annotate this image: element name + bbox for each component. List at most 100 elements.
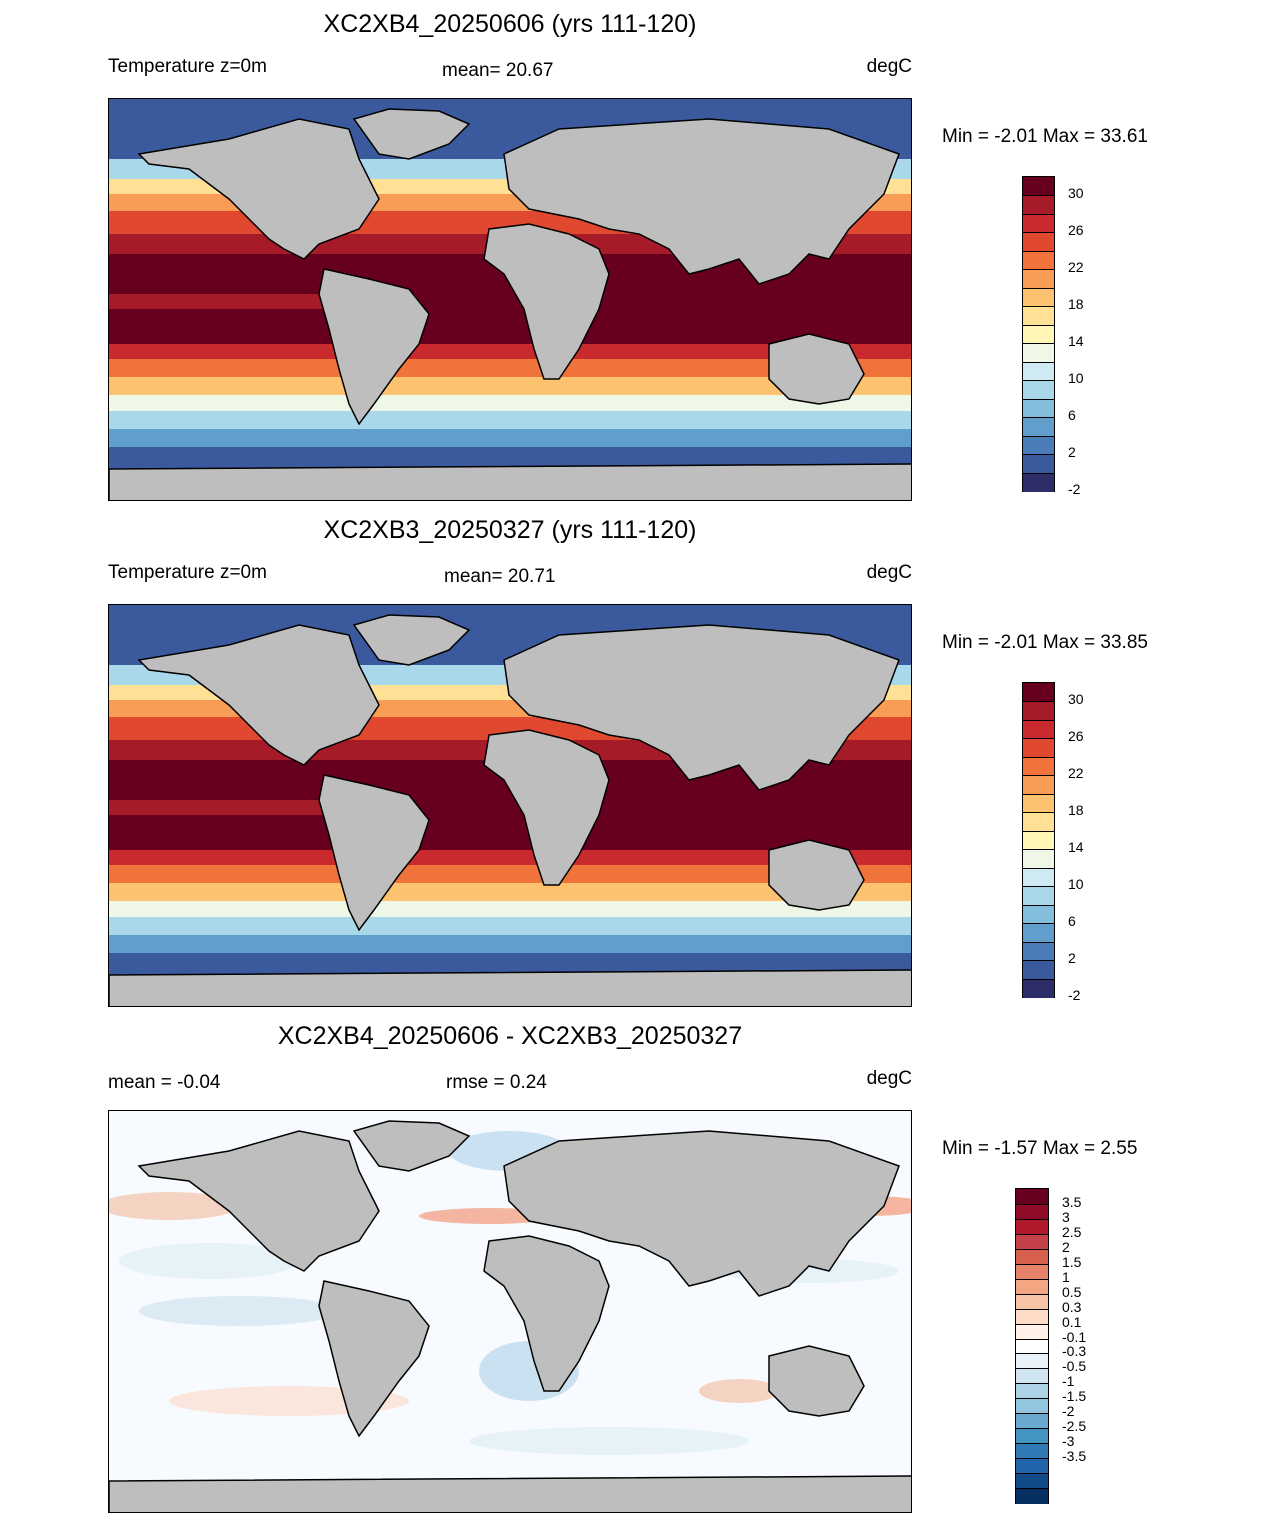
panel-2-title: XC2XB3_20250327 (yrs 111-120): [323, 516, 697, 544]
colorbar-tick-label: -3: [1062, 1433, 1075, 1450]
colorbar-swatch: [1023, 923, 1054, 944]
panel-3-colorbar-labels: 3.5 3 2.5 2 1.5 1 0.5 0.3 0.1 -0.1 -0.3 -0.5 -1 -1.5-…: [1062, 1188, 1122, 1504]
panel-3-mean-label: mean = -0.04: [108, 1072, 221, 1093]
colorbar-tick-label: -0.1: [1062, 1328, 1087, 1345]
panel-2-variable-label: Temperature z=0m: [108, 562, 267, 583]
colorbar-tick-label: -2: [1068, 987, 1081, 1003]
colorbar-swatch: [1023, 738, 1054, 759]
panel-3-title: XC2XB4_20250606 - XC2XB3_20250327: [277, 1022, 743, 1050]
colorbar-swatch: [1023, 960, 1054, 981]
colorbar-tick-label: 18: [1068, 802, 1084, 819]
colorbar-swatch: [1023, 978, 1054, 999]
panel-2-minmax-label: Min = -2.01 Max = 33.85: [942, 632, 1148, 653]
colorbar-tick-label: 3.5: [1062, 1193, 1082, 1210]
colorbar-swatch: [1023, 343, 1054, 364]
colorbar-tick-label: -2.5: [1062, 1418, 1087, 1435]
colorbar-tick-label: 22: [1068, 259, 1084, 276]
colorbar-swatch: [1023, 454, 1054, 475]
panel-2-units-label: degC: [866, 562, 912, 583]
colorbar-tick-label: -2: [1062, 1403, 1075, 1420]
colorbar-tick-label: 6: [1068, 913, 1076, 930]
colorbar-swatch: [1016, 1293, 1048, 1311]
panel-2-sst-map: [108, 604, 912, 1007]
colorbar-swatch: [1023, 287, 1054, 308]
colorbar-swatch: [1023, 812, 1054, 833]
colorbar-swatch: [1023, 435, 1054, 456]
colorbar-swatch: [1016, 1353, 1048, 1370]
colorbar-tick-label: 22: [1068, 765, 1084, 782]
colorbar-tick-label: 18: [1068, 296, 1084, 313]
colorbar-tick-label: 2: [1062, 1238, 1070, 1255]
panel-2-map-svg: [109, 605, 911, 1006]
colorbar-tick-label: 3: [1062, 1208, 1070, 1225]
colorbar-swatch: [1023, 941, 1054, 962]
colorbar-swatch: [1023, 269, 1054, 290]
colorbar-tick-label: -1: [1062, 1373, 1075, 1390]
colorbar-swatch: [1016, 1248, 1048, 1266]
panel-1-mean-label: mean= 20.67: [442, 60, 554, 81]
colorbar-tick-label: -0.3: [1062, 1343, 1087, 1360]
panel-3-minmax-label: Min = -1.57 Max = 2.55: [942, 1138, 1138, 1159]
panel-1-sst-map: [108, 98, 912, 501]
colorbar-tick-label: -1.5: [1062, 1388, 1087, 1405]
colorbar-tick-label: 14: [1068, 333, 1084, 350]
panel-2-colorbar-labels: 30 26 22 18 14 10 6 2 -2: [1068, 682, 1128, 1003]
colorbar-tick-label: 0.3: [1062, 1298, 1082, 1315]
colorbar-swatch: [1016, 1189, 1048, 1205]
colorbar-swatch: [1023, 250, 1054, 271]
colorbar-swatch: [1016, 1323, 1048, 1340]
colorbar-swatch: [1016, 1458, 1048, 1475]
colorbar-swatch: [1023, 417, 1054, 438]
colorbar-tick-label: -0.5: [1062, 1358, 1087, 1375]
panel-3-map-svg: [109, 1111, 911, 1512]
colorbar-swatch: [1016, 1263, 1048, 1281]
colorbar-swatch: [1016, 1338, 1048, 1355]
panel-3-rmse-label: rmse = 0.24: [446, 1072, 547, 1093]
colorbar-swatch: [1023, 756, 1054, 777]
colorbar-swatch: [1016, 1218, 1048, 1236]
colorbar-swatch: [1023, 232, 1054, 253]
colorbar-tick-label: 26: [1068, 728, 1084, 745]
panel-3-colorbar: [1015, 1188, 1049, 1505]
colorbar-tick-label: 14: [1068, 839, 1084, 856]
panel-1-map-svg: [109, 99, 911, 500]
colorbar-swatch: [1016, 1428, 1048, 1445]
colorbar-tick-label: 1.5: [1062, 1253, 1082, 1270]
colorbar-tick-label: -2: [1068, 481, 1081, 497]
colorbar-swatch: [1023, 324, 1054, 345]
colorbar-swatch: [1023, 886, 1054, 907]
colorbar-swatch: [1023, 775, 1054, 796]
colorbar-swatch: [1023, 867, 1054, 888]
colorbar-swatch: [1023, 793, 1054, 814]
colorbar-tick-label: 10: [1068, 876, 1084, 893]
colorbar-swatch: [1016, 1443, 1048, 1460]
colorbar-swatch: [1023, 719, 1054, 740]
panel-1-variable-label: Temperature z=0m: [108, 56, 267, 77]
colorbar-swatch: [1016, 1398, 1048, 1415]
colorbar-tick-label: 30: [1068, 185, 1084, 202]
panel-2-colorbar: [1022, 682, 1055, 999]
colorbar-swatch: [1023, 701, 1054, 722]
colorbar-swatch: [1023, 398, 1054, 419]
colorbar-swatch: [1016, 1203, 1048, 1221]
colorbar-swatch: [1023, 361, 1054, 382]
colorbar-swatch: [1016, 1383, 1048, 1400]
colorbar-swatch: [1016, 1413, 1048, 1430]
colorbar-swatch: [1023, 177, 1054, 196]
colorbar-swatch: [1023, 380, 1054, 401]
colorbar-swatch: [1023, 849, 1054, 870]
panel-1-units-label: degC: [866, 56, 912, 77]
colorbar-tick-label: 2: [1068, 950, 1076, 967]
panel-3-units-label: degC: [866, 1068, 912, 1089]
colorbar-tick-label: 1: [1062, 1268, 1070, 1285]
panel-2-mean-label: mean= 20.71: [444, 566, 556, 587]
colorbar-swatch: [1023, 830, 1054, 851]
colorbar-swatch: [1016, 1488, 1048, 1505]
colorbar-tick-label: 30: [1068, 691, 1084, 708]
panel-3-difference-map: [108, 1110, 912, 1513]
colorbar-tick-label: 0.1: [1062, 1313, 1082, 1330]
colorbar-swatch: [1023, 306, 1054, 327]
colorbar-swatch: [1023, 472, 1054, 493]
colorbar-swatch: [1023, 213, 1054, 234]
panel-1-minmax-label: Min = -2.01 Max = 33.61: [942, 126, 1148, 147]
